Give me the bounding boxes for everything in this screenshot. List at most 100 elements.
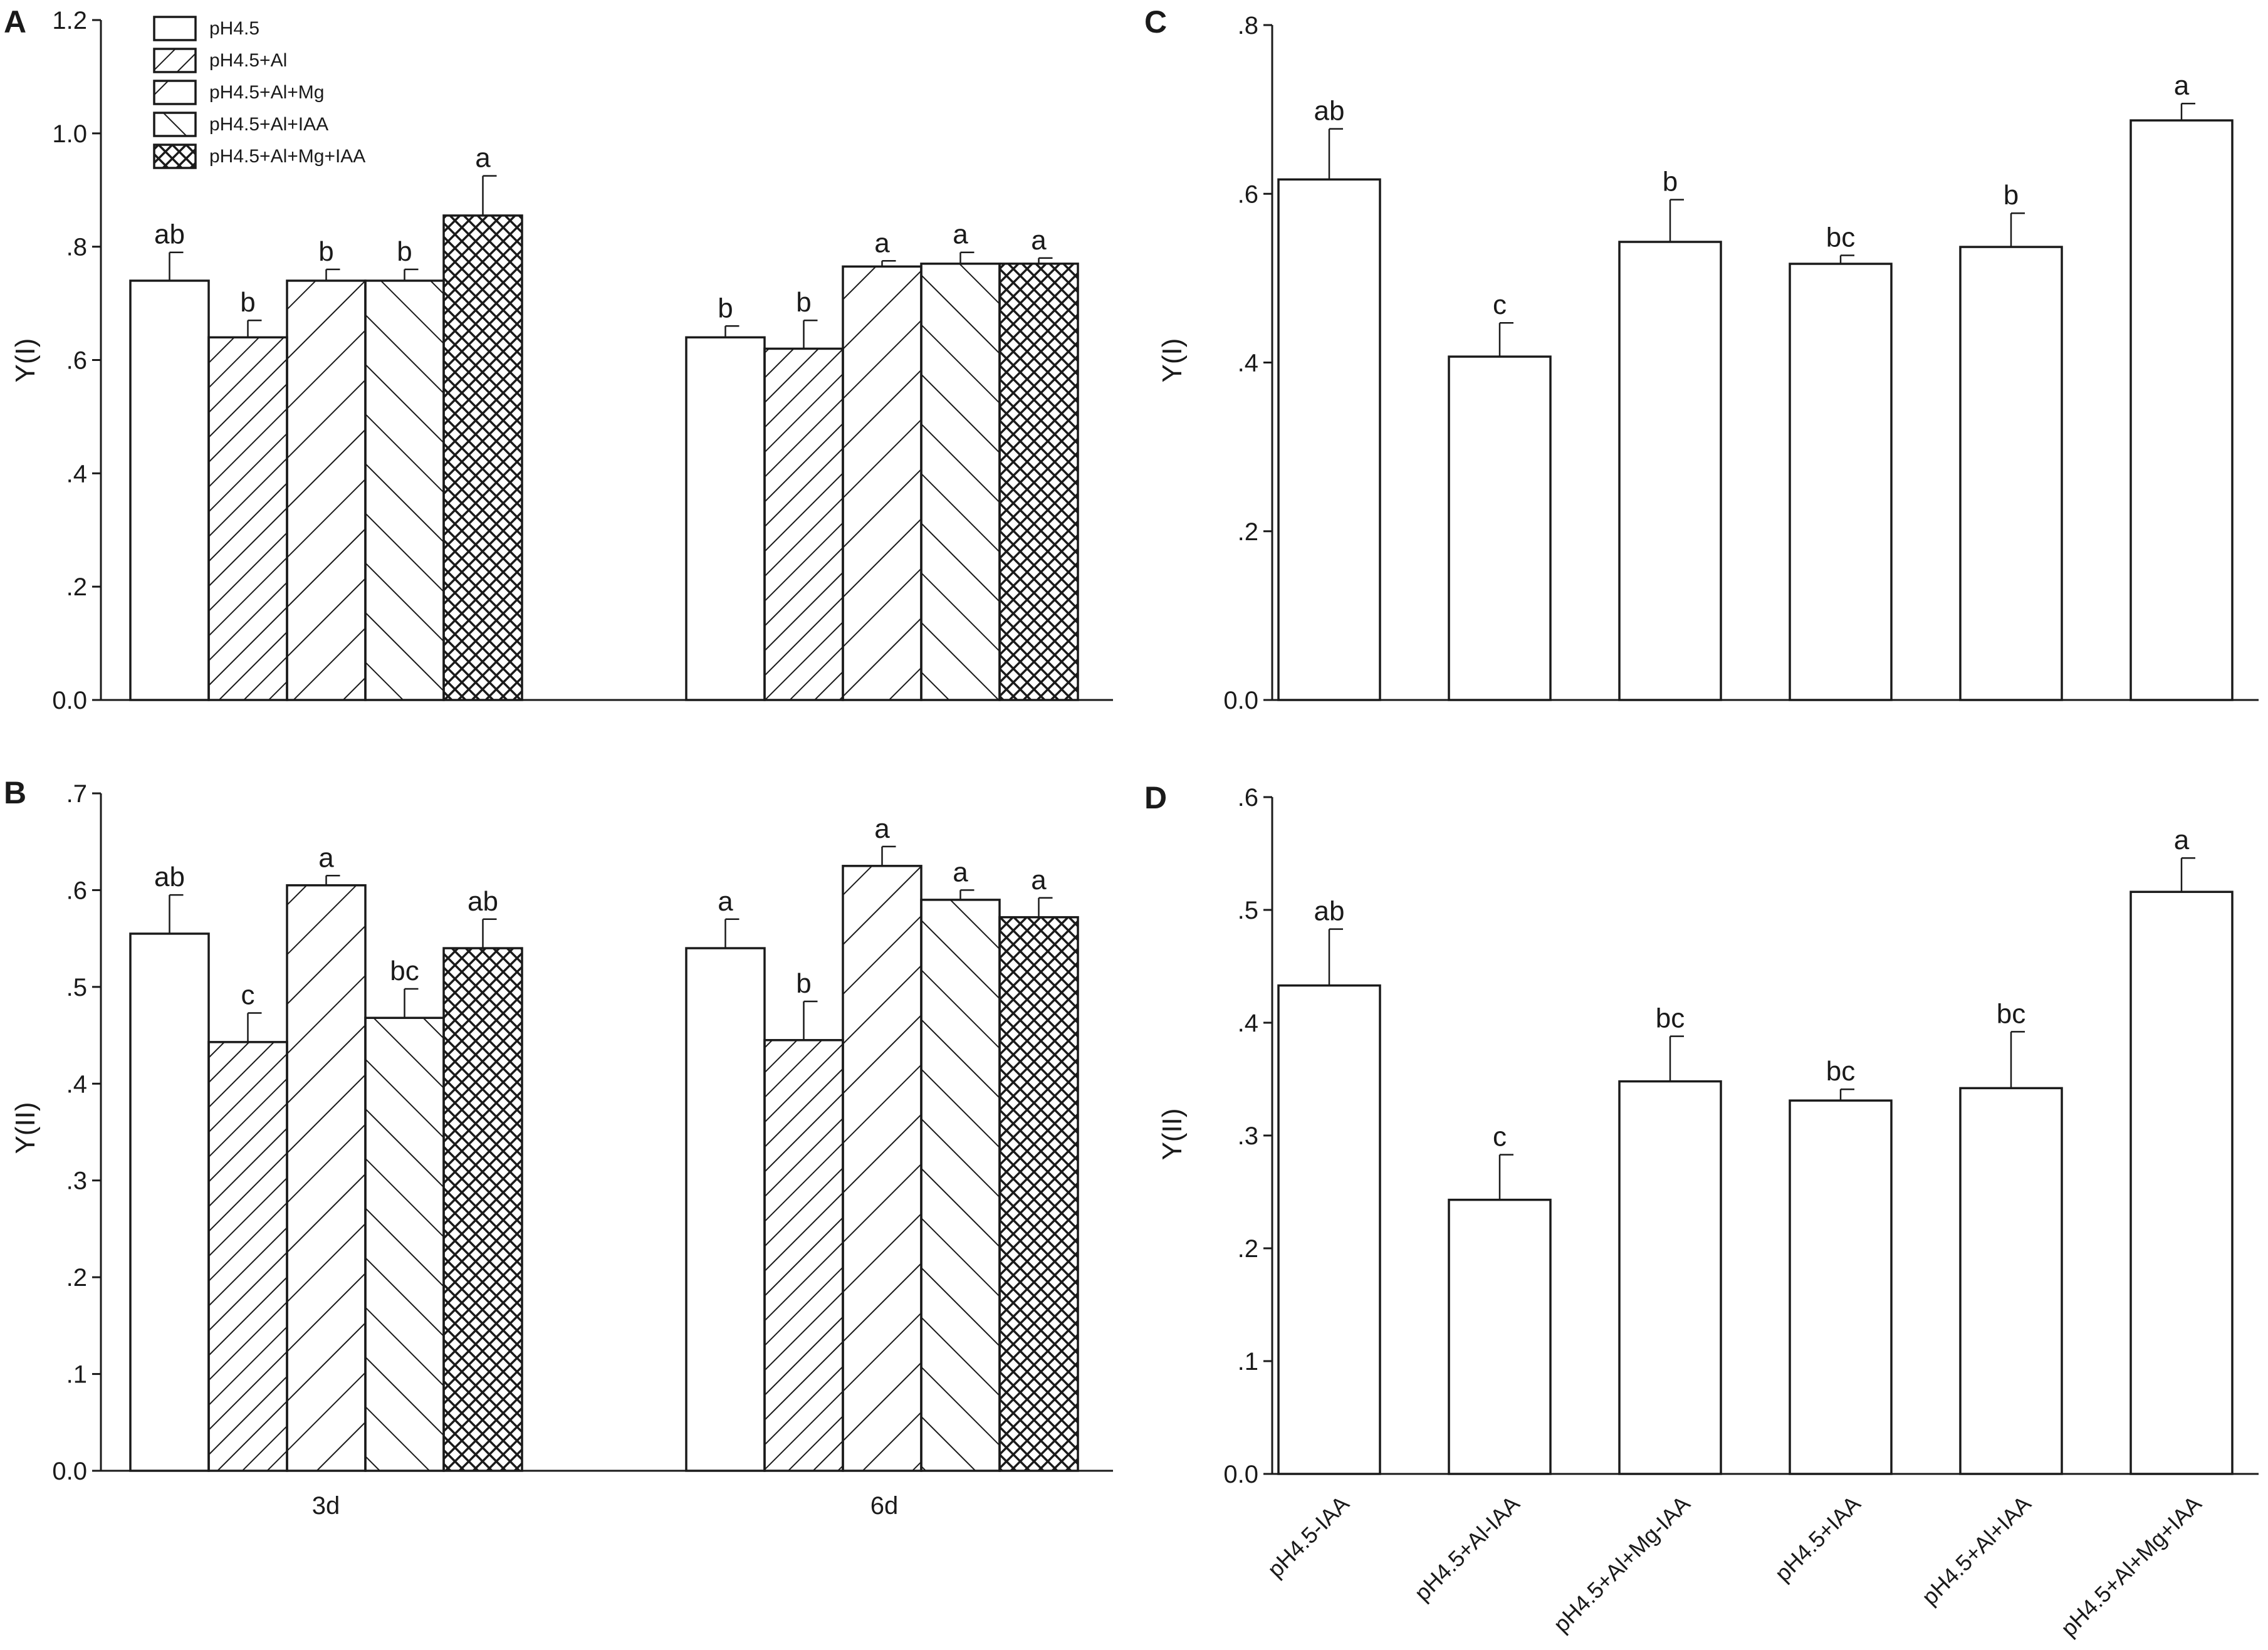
panel-c-y-tick-label: .6: [1238, 180, 1258, 208]
panel-a-3d-ph4-5-al-mg-bar-0: [286, 279, 367, 701]
panel-b-3d-ph4-5-al-iaa-bar-0: [364, 1016, 445, 1472]
panel-letter-b: B: [4, 775, 26, 810]
panel-c-chart: 0.0 .2 .4 .6 .8 ab c b bc b a: [1223, 12, 2259, 714]
panel-c-y-tick-label: 0.0: [1223, 687, 1258, 714]
legend-swatch-ph45-al-mg: [153, 80, 197, 105]
panel-c-sig-letter-3: bc: [1826, 222, 1855, 253]
panel-b-6d-ph4-5-bar-0: [685, 947, 766, 1472]
panel-b-y-tick-label: .4: [66, 1070, 87, 1098]
panel-a-3d-ph4-5-al-mg-iaa-bar-0: [442, 214, 523, 701]
panel-b-3d-ph4-5-al-bar-0: [207, 1041, 288, 1472]
panel-d-sig-letter-0: ab: [1314, 896, 1345, 927]
panel-b-y-tick-label: .1: [66, 1361, 87, 1389]
panel-c-y-tick-label: .2: [1238, 518, 1258, 546]
panel-c-bar-5: [2130, 119, 2234, 701]
panel-d-y-axis-title: Y(II): [1157, 1108, 1188, 1160]
panel-b-y-tick-label: .7: [66, 780, 87, 808]
panel-a-3d-ph4-5-al-mg-sig-letter-0: b: [318, 236, 333, 267]
panel-b-3d-ph4-5-al-mg-iaa-sig-letter-0: ab: [468, 886, 498, 917]
panel-b-3d-ph4-5-sig-letter-0: ab: [154, 862, 185, 892]
panel-d-y-tick-label: .2: [1238, 1235, 1258, 1263]
panel-b-y-tick-label: .5: [66, 974, 87, 1001]
panel-c-y-axis-title: Y(I): [1157, 338, 1188, 383]
panel-a-6d-ph4-5-al-iaa-bar-0: [920, 263, 1001, 701]
panel-b-6d-ph4-5-al-iaa-bar-0: [920, 899, 1001, 1472]
panel-b-6d-ph4-5-al-bar-0: [763, 1039, 844, 1472]
panel-b-3d-ph4-5-al-mg-bar-0: [286, 884, 367, 1472]
panel-a-6d-ph4-5-al-iaa-sig-letter-0: a: [953, 219, 968, 250]
legend-label-ph45-al-mg-iaa: pH4.5+Al+Mg+IAA: [209, 146, 365, 167]
panel-a-3d-ph4-5-al-bar-0: [207, 336, 288, 701]
panel-b-3d-ph4-5-al-mg-sig-letter-0: a: [318, 842, 334, 873]
panel-letter-d: D: [1144, 780, 1167, 815]
panel-b-6d-ph4-5-al-sig-letter-0: b: [796, 968, 811, 999]
panel-b-6d-ph4-5-sig-letter-0: a: [718, 886, 733, 917]
panel-a-6d-ph4-5-al-bar-0: [763, 347, 844, 701]
panel-d-y-tick-label: .4: [1238, 1010, 1258, 1037]
panel-b-chart: 0.0 .1 .2 .3 .4 .5 .6 .7 ab a c b a a bc a ab a: [52, 780, 1113, 1485]
panel-a-6d-ph4-5-al-mg-sig-letter-0: a: [874, 227, 890, 258]
panel-b-6d-ph4-5-al-iaa-sig-letter-0: a: [953, 857, 968, 887]
legend-swatch-ph45: [153, 16, 197, 41]
panel-c-bar-0: [1277, 178, 1381, 701]
panel-a-y-tick-label: .8: [66, 234, 87, 261]
panel-d-bar-5: [2130, 890, 2234, 1475]
panel-a-6d-ph4-5-al-sig-letter-0: b: [796, 287, 811, 318]
legend-label-ph45-al-iaa: pH4.5+Al+IAA: [209, 114, 328, 135]
panel-a-3d-ph4-5-al-iaa-bar-0: [364, 279, 445, 701]
panel-d-bar-1: [1448, 1198, 1552, 1475]
panel-d-y-tick-label: .5: [1238, 897, 1258, 924]
panel-b-3d-ph4-5-bar-0: [129, 932, 210, 1472]
panel-d-bar-4: [1959, 1087, 2063, 1475]
panel-d-x-tick-label-ph4-5-al-mg-iaa: pH4.5+Al+Mg-IAA: [1548, 1491, 1695, 1637]
panel-d-bar-0: [1277, 984, 1381, 1475]
panel-a-y-tick-label: 1.0: [52, 120, 87, 148]
panel-a-y-tick-label: 1.2: [52, 7, 87, 34]
panel-d-bar-2: [1618, 1080, 1722, 1475]
panel-d-x-tick-label-ph4-5-al-mg-iaa: pH4.5+Al+Mg+IAA: [2056, 1491, 2207, 1642]
panel-a-y-tick-label: 0.0: [52, 687, 87, 714]
panel-a-y-tick-label: .6: [66, 347, 87, 375]
panel-d-x-tick-label-ph4-5-iaa: pH4.5+IAA: [1770, 1491, 1866, 1587]
panel-d-y-tick-label: .6: [1238, 784, 1258, 812]
panel-b-3d-ph4-5-al-mg-iaa-bar-0: [442, 947, 523, 1472]
panel-b-6d-ph4-5-al-mg-iaa-bar-0: [998, 916, 1079, 1472]
panel-a-6d-ph4-5-sig-letter-0: b: [718, 293, 733, 323]
panel-c-bar-1: [1448, 355, 1552, 701]
panel-d-sig-letter-5: a: [2174, 825, 2190, 855]
panel-b-y-axis-title: Y(II): [10, 1102, 41, 1154]
panel-letter-a: A: [4, 4, 26, 39]
panel-letter-c: C: [1144, 4, 1167, 39]
panel-d-x-tick-label-ph4-5-al-iaa: pH4.5+Al+IAA: [1916, 1491, 2035, 1610]
panel-d-sig-letter-2: bc: [1656, 1003, 1685, 1034]
legend-swatch-ph45-al-iaa: [153, 112, 197, 137]
panel-d-y-tick-label: .1: [1238, 1348, 1258, 1376]
panel-d-x-tick-label-ph4-5-iaa: pH4.5-IAA: [1262, 1491, 1354, 1582]
panel-b-y-tick-label: 0.0: [52, 1458, 87, 1485]
panel-b-6d-ph4-5-al-mg-iaa-sig-letter-0: a: [1031, 865, 1047, 895]
x-category-3d: 3d: [312, 1492, 340, 1520]
panel-c-sig-letter-1: c: [1493, 290, 1507, 320]
panel-c-bar-2: [1618, 241, 1722, 701]
legend-label-ph45-al-mg: pH4.5+Al+Mg: [209, 82, 324, 103]
panel-d-y-tick-label: 0.0: [1223, 1461, 1258, 1488]
x-category-6d: 6d: [870, 1492, 899, 1520]
panel-a-y-tick-label: .2: [66, 573, 87, 601]
panel-c-y-tick-label: .8: [1238, 12, 1258, 39]
panel-b-6d-ph4-5-al-mg-bar-0: [842, 865, 922, 1472]
panel-a-3d-ph4-5-sig-letter-0: ab: [154, 219, 185, 250]
panel-d-x-tick-label-ph4-5-al-iaa: pH4.5+Al-IAA: [1409, 1491, 1525, 1606]
legend-swatch-ph45-al: [153, 48, 197, 73]
legend-label-ph45-al: pH4.5+Al: [209, 50, 287, 71]
panel-a-6d-ph4-5-al-mg-iaa-bar-0: [998, 263, 1079, 701]
panel-d-sig-letter-4: bc: [1997, 998, 2025, 1029]
panel-a-6d-ph4-5-bar-0: [685, 336, 766, 701]
panel-b-y-tick-label: .3: [66, 1167, 87, 1195]
panel-b-y-tick-label: .2: [66, 1264, 87, 1292]
panel-c-sig-letter-2: b: [1663, 167, 1678, 197]
panel-c-y-tick-label: .4: [1238, 350, 1258, 377]
legend-swatch-ph45-al-mg-iaa: [153, 144, 197, 169]
panel-b-6d-ph4-5-al-mg-sig-letter-0: a: [874, 813, 890, 844]
panel-b-y-tick-label: .6: [66, 877, 87, 904]
